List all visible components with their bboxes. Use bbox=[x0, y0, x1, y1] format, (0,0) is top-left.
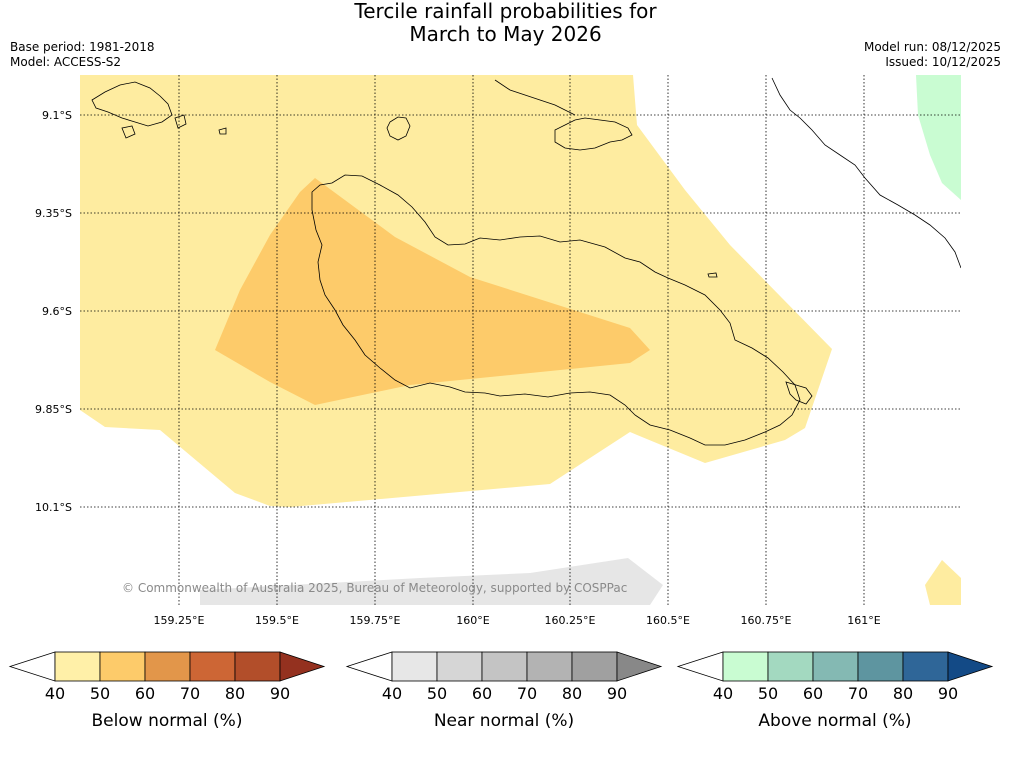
title-line-2: March to May 2026 bbox=[409, 22, 602, 46]
colorbar-high-arrow bbox=[616, 651, 663, 682]
colorbar-swatch bbox=[189, 651, 236, 682]
colorbar-tick: 40 bbox=[713, 684, 733, 703]
graticule bbox=[80, 75, 961, 605]
base-period: Base period: 1981-2018 bbox=[10, 40, 155, 54]
map-area: © Commonwealth of Australia 2025, Bureau… bbox=[80, 75, 961, 605]
colorbar-tick: 50 bbox=[758, 684, 778, 703]
colorbar-tick: 60 bbox=[803, 684, 823, 703]
colorbar-swatch bbox=[99, 651, 146, 682]
lon-label: 159.5°E bbox=[255, 614, 299, 627]
colorbar-swatch bbox=[571, 651, 618, 682]
small-islet-4 bbox=[707, 272, 718, 278]
small-islet-2 bbox=[174, 114, 187, 129]
coastlines bbox=[91, 77, 961, 446]
colorbar-tick: 60 bbox=[135, 684, 155, 703]
colorbar-tick: 70 bbox=[517, 684, 537, 703]
small-islet-3 bbox=[218, 127, 227, 135]
colorbar-swatch bbox=[391, 651, 438, 682]
colorbar-swatch bbox=[722, 651, 769, 682]
colorbar-swatch bbox=[234, 651, 281, 682]
colorbar-swatch bbox=[767, 651, 814, 682]
above-normal-region-se bbox=[925, 560, 961, 605]
colorbar-swatch bbox=[144, 651, 191, 682]
colorbar-tick: 60 bbox=[472, 684, 492, 703]
lat-label: 9.6°S bbox=[42, 305, 72, 318]
colorbar-below-normal: 40 50 60 70 80 90 Below normal (%) bbox=[8, 651, 326, 731]
lon-label: 160.25°E bbox=[545, 614, 596, 627]
colorbar-label: Near normal (%) bbox=[434, 711, 574, 731]
colorbar-tick: 80 bbox=[562, 684, 582, 703]
map-title: Tercile rainfall probabilities for March… bbox=[0, 0, 1011, 46]
colorbar-label: Below normal (%) bbox=[92, 711, 243, 731]
colorbar-above-normal: 40 50 60 70 80 90 Above normal (%) bbox=[676, 651, 994, 731]
colorbar-high-arrow bbox=[947, 651, 994, 682]
colorbar-label: Above normal (%) bbox=[758, 711, 911, 731]
colorbar-swatch bbox=[902, 651, 949, 682]
title-line-1: Tercile rainfall probabilities for bbox=[354, 0, 657, 23]
colorbar-high-arrow bbox=[279, 651, 326, 682]
malaita-coastline bbox=[771, 77, 961, 269]
colorbar-tick: 80 bbox=[893, 684, 913, 703]
colorbar-swatch bbox=[436, 651, 483, 682]
model-name: Model: ACCESS-S2 bbox=[10, 55, 122, 69]
lon-label: 159.75°E bbox=[350, 614, 401, 627]
colorbar-tick: 40 bbox=[45, 684, 65, 703]
colorbar-swatch bbox=[54, 651, 101, 682]
colorbar-swatch bbox=[857, 651, 904, 682]
colorbar-tick: 90 bbox=[270, 684, 290, 703]
guadalcanal-coastline bbox=[311, 174, 801, 446]
lat-label: 9.35°S bbox=[35, 207, 72, 220]
savo-island-coastline bbox=[386, 116, 411, 141]
above-normal-region-ne bbox=[916, 75, 961, 200]
small-islet-1 bbox=[121, 125, 136, 139]
colorbar-swatch bbox=[526, 651, 573, 682]
colorbar-tick: 50 bbox=[90, 684, 110, 703]
marau-sound-coastline bbox=[785, 381, 813, 405]
colorbar-tick: 90 bbox=[938, 684, 958, 703]
meta-left: Base period: 1981-2018 Model: ACCESS-S2 bbox=[10, 40, 155, 70]
below-normal-50-60-region bbox=[215, 178, 650, 405]
colorbar-low-arrow bbox=[8, 651, 56, 682]
colorbar-tick: 70 bbox=[180, 684, 200, 703]
copyright-notice: © Commonwealth of Australia 2025, Bureau… bbox=[122, 581, 627, 595]
colorbar-tick: 80 bbox=[225, 684, 245, 703]
lon-label: 159.25°E bbox=[154, 614, 205, 627]
lon-label: 161°E bbox=[847, 614, 880, 627]
lon-label: 160°E bbox=[456, 614, 489, 627]
nggela-north-coastline bbox=[494, 79, 576, 116]
colorbar-tick: 70 bbox=[848, 684, 868, 703]
lat-label: 9.85°S bbox=[35, 403, 72, 416]
meta-right: Model run: 08/12/2025 Issued: 10/12/2025 bbox=[864, 40, 1001, 70]
colorbar-tick: 40 bbox=[382, 684, 402, 703]
model-run: Model run: 08/12/2025 bbox=[863, 40, 1001, 54]
colorbar-swatch bbox=[481, 651, 528, 682]
colorbar-low-arrow bbox=[676, 651, 724, 682]
lat-label: 10.1°S bbox=[35, 501, 72, 514]
lon-label: 160.5°E bbox=[646, 614, 690, 627]
longitude-labels: 159.25°E 159.5°E 159.75°E 160°E 160.25°E… bbox=[154, 614, 881, 627]
lat-label: 9.1°S bbox=[42, 109, 72, 122]
colorbar-tick: 50 bbox=[427, 684, 447, 703]
latitude-labels: 9.1°S 9.35°S 9.6°S 9.85°S 10.1°S bbox=[35, 109, 72, 514]
colorbar-low-arrow bbox=[345, 651, 393, 682]
colorbar-tick: 90 bbox=[607, 684, 627, 703]
colorbar-swatch bbox=[812, 651, 859, 682]
lon-label: 160.75°E bbox=[741, 614, 792, 627]
issued-date: Issued: 10/12/2025 bbox=[885, 55, 1001, 69]
near-normal-40-50-region bbox=[200, 558, 663, 605]
colorbar-near-normal: 40 50 60 70 80 90 Near normal (%) bbox=[345, 651, 663, 731]
